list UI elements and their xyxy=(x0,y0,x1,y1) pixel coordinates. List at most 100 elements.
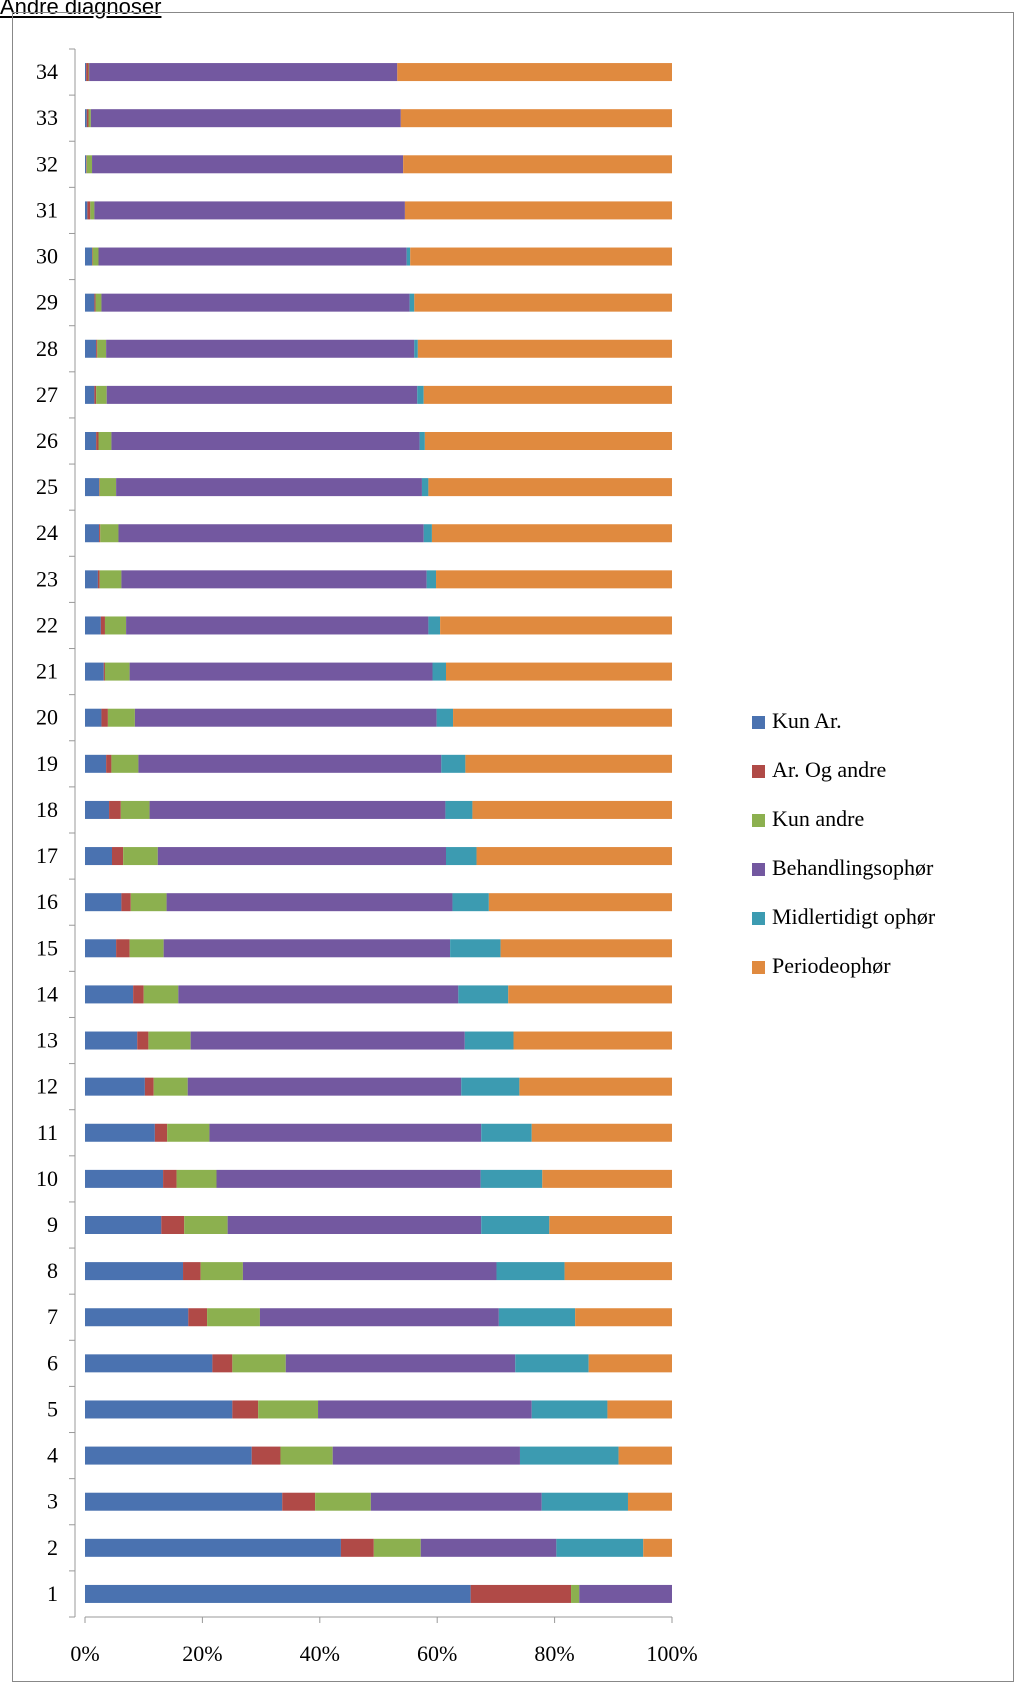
bar-segment-21-s4 xyxy=(433,663,447,681)
bar-segment-20-s4 xyxy=(437,709,453,727)
legend-label: Behandlingsophør xyxy=(772,855,934,880)
bar-segment-25-s1 xyxy=(99,478,100,496)
bar-segment-20-s1 xyxy=(101,709,107,727)
bar-segment-29-s2 xyxy=(96,294,102,312)
bar-segment-34-s0 xyxy=(85,63,86,81)
bar-segment-6-s5 xyxy=(589,1354,672,1372)
x-tick-label: 0% xyxy=(70,1641,99,1666)
bar-segment-3-s2 xyxy=(315,1493,371,1511)
bar-segment-29-s5 xyxy=(414,294,672,312)
bar-segment-5-s4 xyxy=(532,1400,608,1418)
bar-segment-10-s1 xyxy=(163,1170,177,1188)
bar-segment-34-s3 xyxy=(89,63,397,81)
legend-swatch xyxy=(752,765,765,778)
bar-segment-27-s2 xyxy=(96,386,107,404)
bar-segment-23-s1 xyxy=(98,570,100,588)
bar-segment-11-s2 xyxy=(167,1124,209,1142)
bar-segment-24-s5 xyxy=(432,524,672,542)
legend-swatch xyxy=(752,814,765,827)
bar-segment-14-s4 xyxy=(458,985,508,1003)
bar-segment-17-s4 xyxy=(446,847,477,865)
y-tick-label: 10 xyxy=(36,1166,58,1191)
bar-segment-30-s0 xyxy=(85,248,92,266)
bar-segment-12-s3 xyxy=(188,1078,462,1096)
bar-segment-28-s2 xyxy=(97,340,106,358)
legend-label: Kun andre xyxy=(772,806,864,831)
bar-segment-4-s3 xyxy=(333,1447,520,1465)
bar-segment-34-s2 xyxy=(89,63,90,81)
bar-segment-18-s4 xyxy=(445,801,472,819)
x-tick-label: 40% xyxy=(300,1641,340,1666)
y-tick-label: 24 xyxy=(36,520,58,545)
bar-segment-7-s5 xyxy=(575,1308,672,1326)
bar-segment-9-s0 xyxy=(85,1216,161,1234)
bar-segment-25-s3 xyxy=(116,478,422,496)
bar-segment-31-s1 xyxy=(87,201,90,219)
y-tick-label: 15 xyxy=(36,935,58,960)
y-tick-label: 16 xyxy=(36,889,58,914)
bar-segment-7-s0 xyxy=(85,1308,188,1326)
bar-segment-21-s5 xyxy=(446,663,672,681)
bar-segment-7-s4 xyxy=(499,1308,575,1326)
bar-segment-4-s4 xyxy=(520,1447,619,1465)
bar-segment-1-s2 xyxy=(571,1585,579,1603)
legend-swatch xyxy=(752,716,765,729)
y-tick-label: 8 xyxy=(47,1258,58,1283)
bar-segment-14-s0 xyxy=(85,985,133,1003)
y-tick-label: 6 xyxy=(47,1350,58,1375)
legend-label: Kun Ar. xyxy=(772,708,842,733)
bar-segment-31-s2 xyxy=(90,201,94,219)
bar-segment-8-s0 xyxy=(85,1262,183,1280)
y-tick-label: 32 xyxy=(36,151,58,176)
x-tick-label: 80% xyxy=(534,1641,574,1666)
y-tick-label: 11 xyxy=(37,1120,58,1145)
bar-segment-8-s1 xyxy=(183,1262,201,1280)
y-tick-label: 1 xyxy=(47,1581,58,1606)
bar-segment-11-s5 xyxy=(532,1124,672,1142)
bar-segment-28-s5 xyxy=(418,340,672,358)
y-tick-label: 23 xyxy=(36,566,58,591)
bar-segment-12-s1 xyxy=(145,1078,154,1096)
bar-segment-15-s5 xyxy=(501,939,672,957)
bar-segment-18-s5 xyxy=(472,801,672,819)
bar-segment-23-s4 xyxy=(427,570,436,588)
bar-segment-5-s2 xyxy=(258,1400,318,1418)
bar-segment-19-s4 xyxy=(441,755,465,773)
bar-segment-3-s0 xyxy=(85,1493,282,1511)
bar-segment-26-s1 xyxy=(96,432,98,450)
bar-segment-29-s3 xyxy=(101,294,409,312)
y-tick-label: 29 xyxy=(36,290,58,315)
bar-segment-28-s0 xyxy=(85,340,96,358)
bar-segment-30-s5 xyxy=(410,248,672,266)
bar-segment-11-s1 xyxy=(155,1124,167,1142)
bar-segment-5-s1 xyxy=(232,1400,258,1418)
bar-segment-9-s1 xyxy=(161,1216,184,1234)
bar-segment-19-s3 xyxy=(138,755,441,773)
bar-segment-10-s5 xyxy=(542,1170,672,1188)
y-tick-label: 18 xyxy=(36,797,58,822)
bar-segment-21-s0 xyxy=(85,663,104,681)
y-tick-label: 7 xyxy=(47,1304,58,1329)
bar-segment-14-s2 xyxy=(144,985,179,1003)
bar-segment-2-s3 xyxy=(421,1539,557,1557)
bar-segment-16-s5 xyxy=(489,893,672,911)
bar-segment-28-s4 xyxy=(414,340,418,358)
bar-segment-20-s2 xyxy=(108,709,135,727)
bar-segment-27-s3 xyxy=(107,386,418,404)
bar-segment-33-s0 xyxy=(85,109,87,127)
y-tick-label: 26 xyxy=(36,428,58,453)
bar-segment-33-s5 xyxy=(401,109,672,127)
legend-swatch xyxy=(752,961,765,974)
bar-segment-18-s1 xyxy=(109,801,121,819)
y-tick-label: 5 xyxy=(47,1396,58,1421)
bar-segment-13-s2 xyxy=(148,1032,190,1050)
bar-segment-11-s0 xyxy=(85,1124,155,1142)
bar-segment-13-s3 xyxy=(191,1032,465,1050)
x-tick-label: 60% xyxy=(417,1641,457,1666)
bar-segment-5-s0 xyxy=(85,1400,232,1418)
bar-segment-20-s5 xyxy=(453,709,672,727)
bar-segment-32-s3 xyxy=(92,155,403,173)
bar-segment-14-s5 xyxy=(508,985,672,1003)
bar-segment-9-s4 xyxy=(481,1216,549,1234)
